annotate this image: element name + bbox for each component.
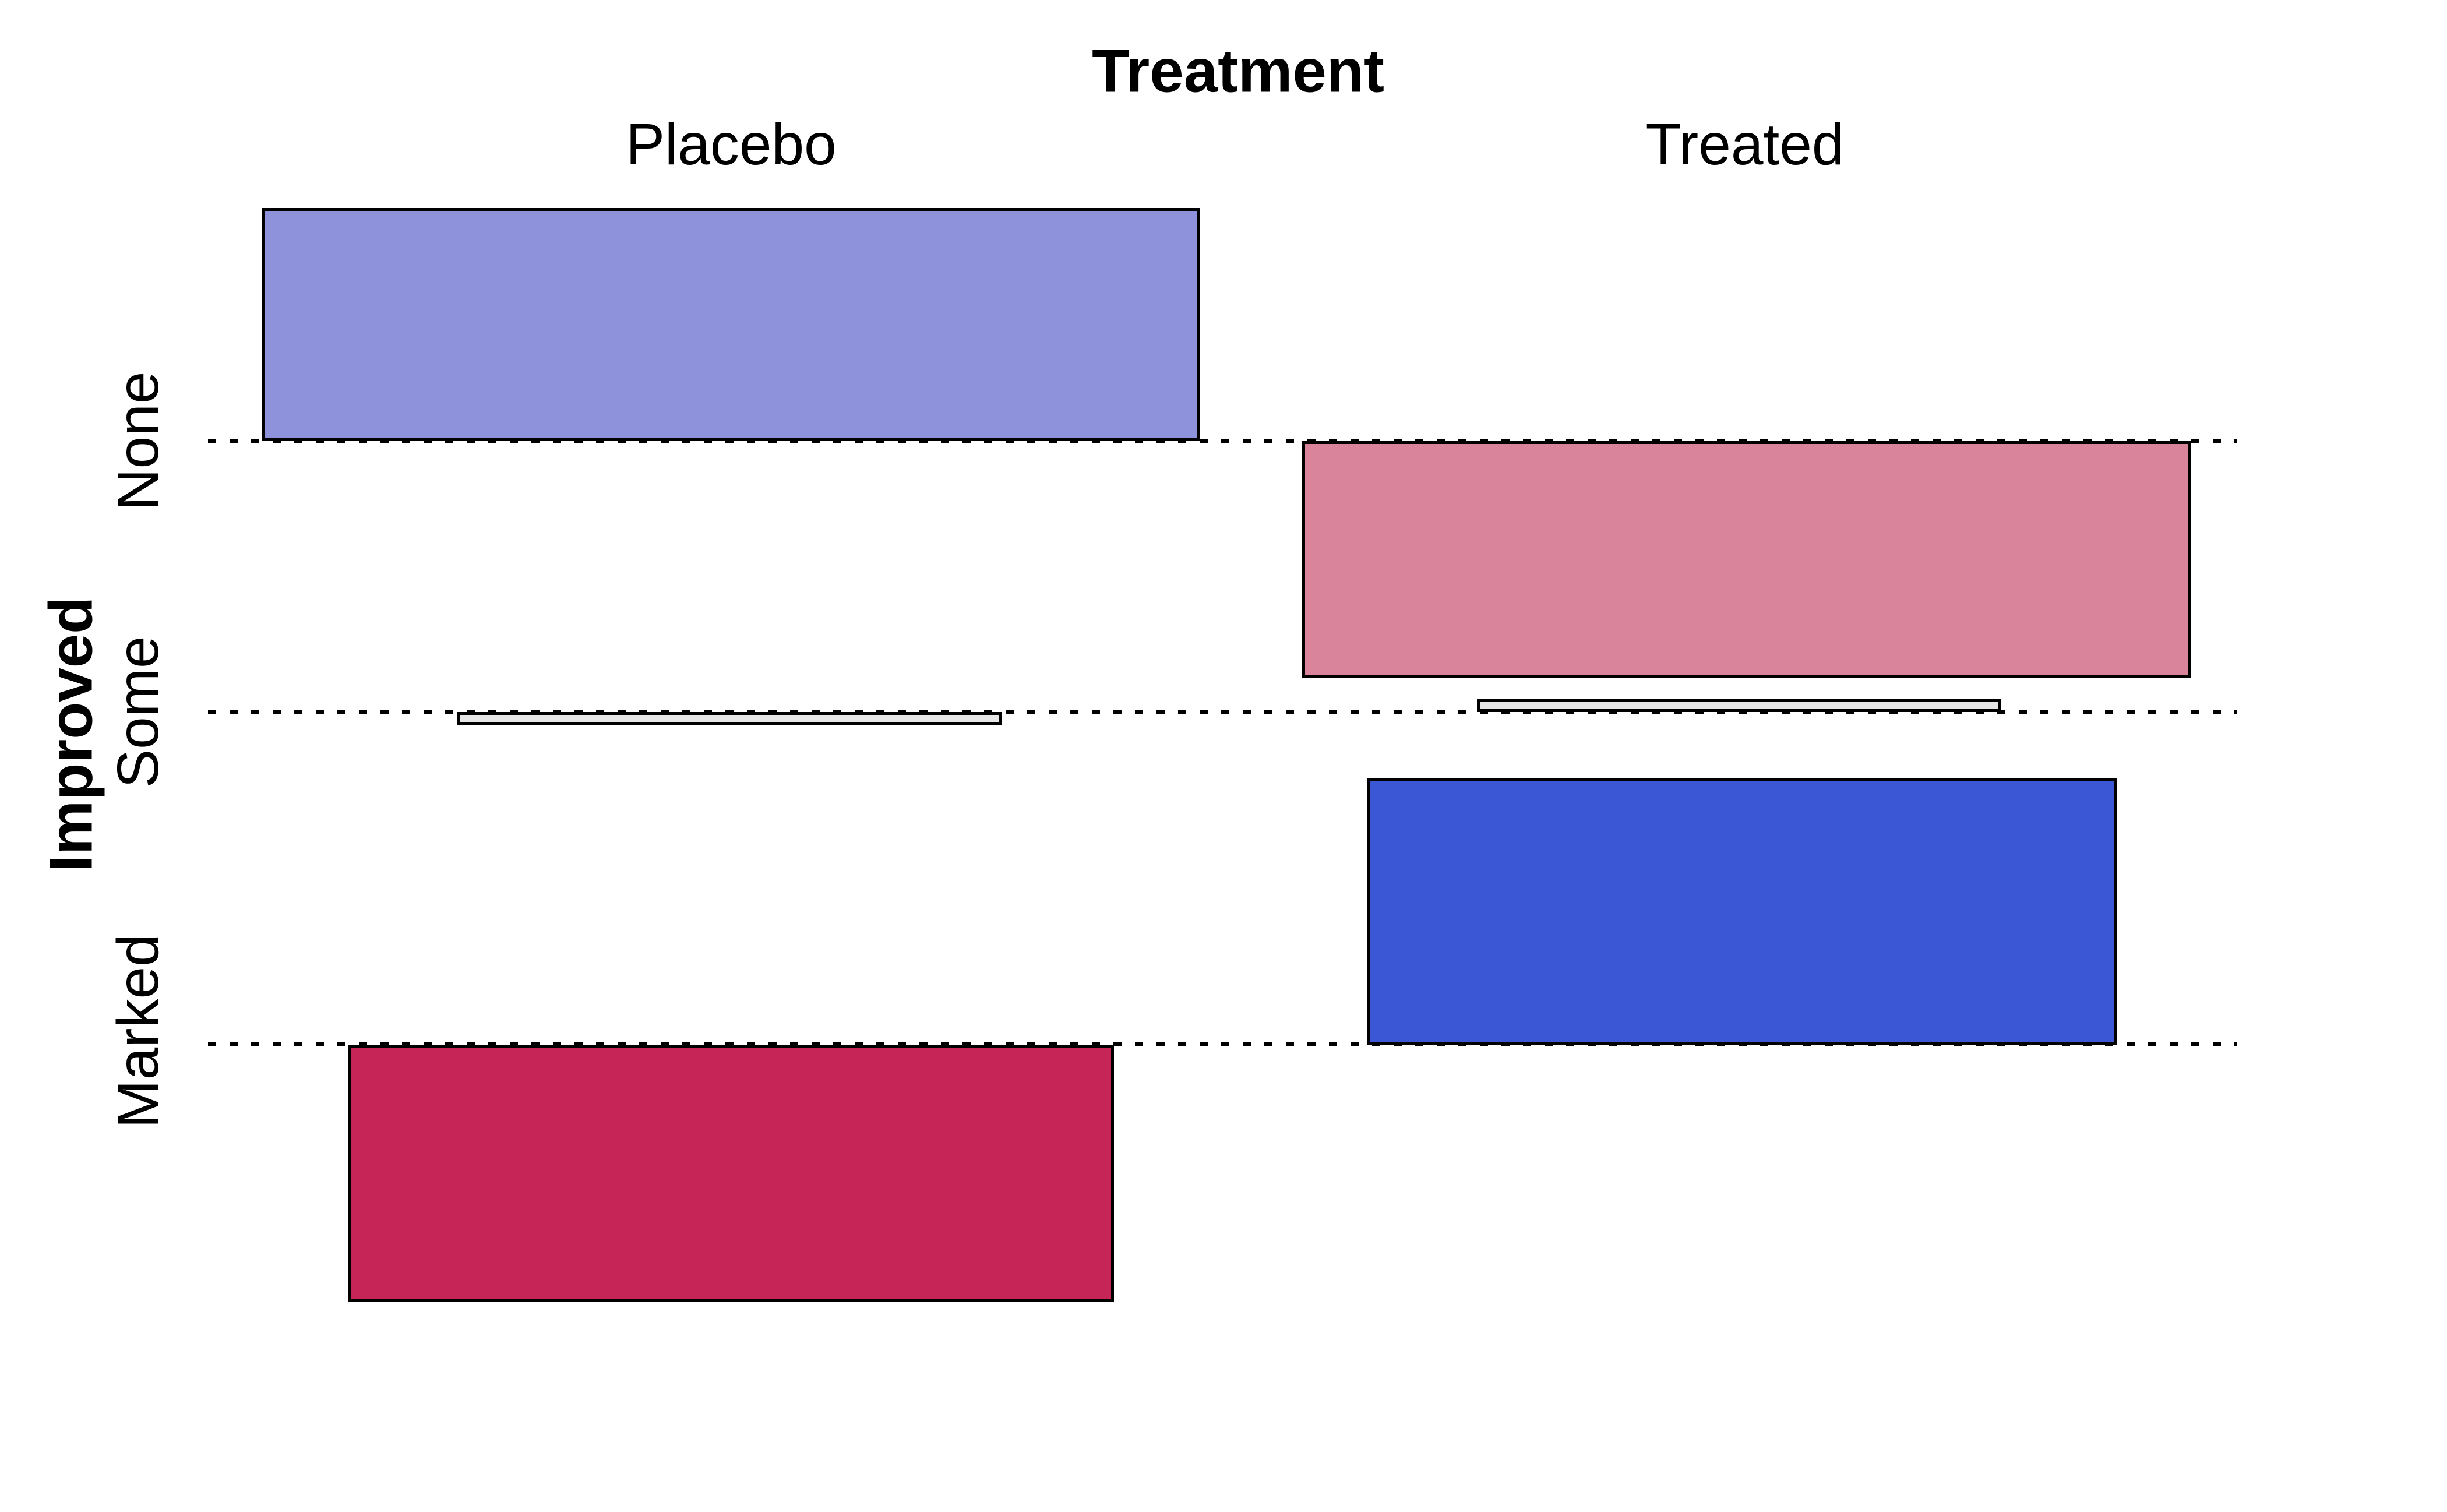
bar-placebo-some [457, 712, 1002, 725]
row-label-marked: Marked [105, 934, 171, 1129]
column-label-placebo: Placebo [626, 112, 837, 177]
baseline-marked [208, 1042, 2237, 1046]
bar-placebo-none [262, 208, 1200, 441]
baseline-none [208, 439, 2237, 443]
column-label-treated: Treated [1645, 112, 1845, 177]
y-axis-label: Improved [37, 596, 105, 872]
row-label-none: None [105, 371, 171, 511]
baseline-some [208, 710, 2237, 714]
bar-placebo-marked [348, 1045, 1114, 1302]
bar-treated-none [1302, 441, 2191, 678]
bar-treated-some [1477, 699, 2001, 712]
row-label-some: Some [105, 636, 171, 788]
bar-treated-marked [1367, 778, 2117, 1045]
chart-title: Treatment [1092, 37, 1384, 105]
